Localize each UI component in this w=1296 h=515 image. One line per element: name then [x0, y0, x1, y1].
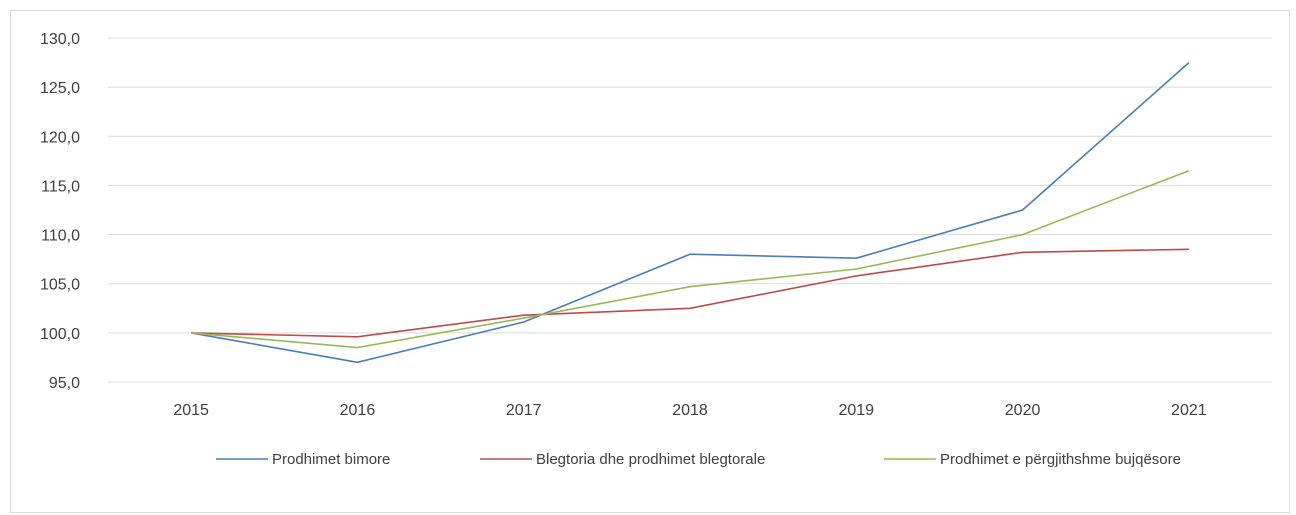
x-tick-label: 2021: [1171, 402, 1207, 419]
y-tick-label: 110,0: [41, 228, 80, 245]
y-tick-label: 130,0: [40, 31, 80, 48]
y-tick-label: 120,0: [40, 129, 80, 146]
series-line-1: [190, 62, 1190, 364]
x-tick-label: 2015: [173, 402, 209, 419]
x-tick-label: 2016: [340, 402, 376, 419]
series-line-3: [191, 169, 1190, 349]
series-lines: [190, 62, 1190, 364]
legend-label-1: Prodhimet bimore: [272, 451, 390, 468]
legend: Prodhimet bimore Blegtoria dhe prodhimet …: [216, 451, 1181, 468]
legend-label-2: Blegtoria dhe prodhimet blegtorale: [536, 451, 765, 468]
y-tick-label: 100,0: [40, 326, 80, 343]
y-tick-label: 105,0: [40, 277, 80, 294]
legend-label-3: Prodhimet e përgjithshme bujqësore: [940, 451, 1181, 468]
x-tick-label: 2019: [838, 402, 874, 419]
gridlines: [108, 37, 1272, 383]
y-tick-label: 115,0: [41, 178, 80, 195]
chart-frame: [10, 10, 1290, 513]
x-axis-ticks: 2015 2016 2017 2018 2019 2020 2021: [173, 402, 1206, 419]
x-tick-label: 2020: [1005, 402, 1041, 419]
y-axis-ticks: 95,0 100,0 105,0 110,0 115,0 120,0 125,0 130,0: [40, 31, 80, 392]
x-tick-label: 2017: [506, 402, 542, 419]
y-tick-label: 95,0: [49, 375, 80, 392]
x-tick-label: 2018: [672, 402, 708, 419]
y-tick-label: 125,0: [40, 80, 80, 97]
series-line-2: [191, 248, 1189, 338]
